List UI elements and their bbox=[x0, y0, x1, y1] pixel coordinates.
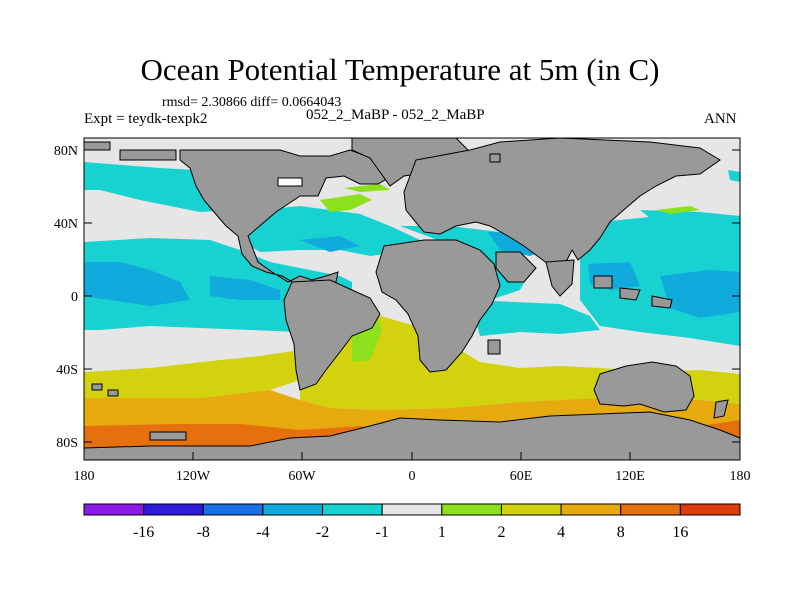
colorbar-label: 2 bbox=[497, 524, 505, 541]
colorbar-label: -8 bbox=[197, 524, 210, 541]
case-label: 052_2_MaBP - 052_2_MaBP bbox=[306, 107, 485, 123]
colorbar-label: 1 bbox=[438, 524, 446, 541]
colorbar-swatch bbox=[202, 503, 264, 516]
experiment-label: Expt = teydk-texpk2 bbox=[84, 111, 208, 127]
colorbar-label: 16 bbox=[672, 524, 688, 541]
lat-label-0: 0 bbox=[71, 290, 78, 305]
lat-label-80s: 80S bbox=[56, 436, 78, 451]
colorbar-label: -16 bbox=[133, 524, 154, 541]
colorbar-swatch bbox=[500, 503, 562, 516]
colorbar-swatch bbox=[262, 503, 324, 516]
colorbar-label: -4 bbox=[256, 524, 269, 541]
colorbar-swatch bbox=[322, 503, 383, 516]
colorbar-swatch bbox=[381, 503, 443, 516]
lon-label-180w: 180 bbox=[74, 469, 95, 484]
colorbar: -16 -8 -4 -2 -1 1 2 4 8 16 bbox=[83, 503, 741, 541]
lon-label-120w: 120W bbox=[176, 469, 211, 484]
colorbar-label: 8 bbox=[617, 524, 625, 541]
lat-label-40s: 40S bbox=[56, 363, 78, 378]
colorbar-label: 4 bbox=[557, 524, 565, 541]
colorbar-label: -1 bbox=[376, 524, 389, 541]
colorbar-swatch bbox=[679, 503, 741, 516]
lon-label-180e: 180 bbox=[730, 469, 751, 484]
page-title: Ocean Potential Temperature at 5m (in C) bbox=[140, 52, 660, 87]
land-masses bbox=[83, 137, 741, 461]
lat-label-40n: 40N bbox=[54, 217, 78, 232]
lat-label-80n: 80N bbox=[54, 144, 78, 159]
colorbar-swatch bbox=[620, 503, 681, 516]
season-label: ANN bbox=[704, 111, 737, 127]
lon-label-120e: 120E bbox=[615, 469, 645, 484]
colorbar-swatch bbox=[143, 503, 204, 516]
lat-ticks bbox=[84, 149, 740, 443]
lon-label-0: 0 bbox=[409, 469, 416, 484]
lon-label-60e: 60E bbox=[510, 469, 533, 484]
stats-text: rmsd= 2.30866 diff= 0.0664043 bbox=[162, 95, 342, 110]
colorbar-swatch bbox=[83, 503, 145, 516]
colorbar-label: -2 bbox=[316, 524, 329, 541]
lon-ticks bbox=[83, 452, 741, 460]
colorbar-swatch bbox=[560, 503, 622, 516]
colorbar-swatch bbox=[441, 503, 502, 516]
lon-label-60w: 60W bbox=[288, 469, 316, 484]
